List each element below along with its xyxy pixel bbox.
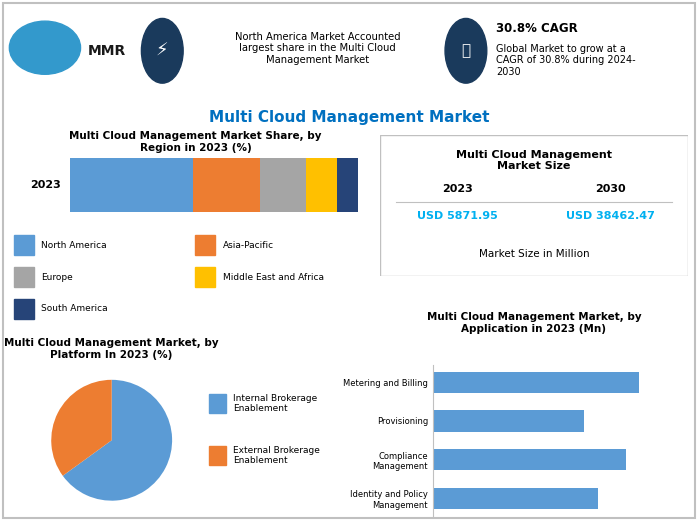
- Bar: [195, 235, 216, 255]
- Bar: [14, 235, 34, 255]
- Text: Multi Cloud Management Market, by
Platform In 2023 (%): Multi Cloud Management Market, by Platfo…: [4, 338, 219, 360]
- Bar: [433, 488, 598, 509]
- Text: Multi Cloud Management
Market Size: Multi Cloud Management Market Size: [456, 150, 612, 171]
- Bar: [260, 158, 306, 212]
- Text: 30.8% CAGR: 30.8% CAGR: [496, 22, 578, 35]
- FancyBboxPatch shape: [380, 135, 688, 276]
- Bar: [337, 158, 359, 212]
- Text: 🔥: 🔥: [461, 43, 470, 58]
- Text: Global Market to grow at a
CAGR of 30.8% during 2024-
2030: Global Market to grow at a CAGR of 30.8%…: [496, 44, 636, 77]
- Bar: [209, 394, 226, 413]
- Text: North America Market Accounted
largest share in the Multi Cloud
Management Marke: North America Market Accounted largest s…: [235, 32, 401, 65]
- Text: Internal Brokerage
Enablement: Internal Brokerage Enablement: [233, 393, 317, 413]
- Text: MMR: MMR: [88, 44, 126, 58]
- Text: USD 5871.95: USD 5871.95: [417, 210, 498, 220]
- Text: Multi Cloud Management Market Share, by
Region in 2023 (%): Multi Cloud Management Market Share, by …: [69, 131, 322, 153]
- Text: 2023: 2023: [442, 184, 473, 194]
- Text: ⚡: ⚡: [156, 42, 169, 60]
- Bar: [14, 267, 34, 288]
- Wedge shape: [63, 380, 172, 501]
- Text: Middle East and Africa: Middle East and Africa: [223, 272, 324, 281]
- Bar: [14, 299, 34, 319]
- Bar: [433, 410, 584, 431]
- Bar: [70, 158, 193, 212]
- Bar: [433, 371, 639, 393]
- Circle shape: [9, 21, 80, 75]
- Bar: [433, 449, 625, 470]
- Text: External Brokerage
Enablement: External Brokerage Enablement: [233, 446, 320, 465]
- Text: South America: South America: [41, 304, 107, 314]
- Text: Multi Cloud Management Market, by
Application in 2023 (Mn): Multi Cloud Management Market, by Applic…: [426, 312, 641, 334]
- Text: Multi Cloud Management Market: Multi Cloud Management Market: [209, 110, 489, 125]
- Circle shape: [445, 18, 487, 83]
- Text: Europe: Europe: [41, 272, 73, 281]
- Bar: [193, 158, 260, 212]
- Bar: [195, 267, 216, 288]
- Bar: [306, 158, 337, 212]
- Circle shape: [142, 18, 183, 83]
- Text: North America: North America: [41, 241, 107, 250]
- Text: 2023: 2023: [30, 180, 61, 190]
- Bar: [209, 446, 226, 465]
- Text: 2030: 2030: [595, 184, 626, 194]
- Text: Market Size in Million: Market Size in Million: [479, 249, 589, 258]
- Wedge shape: [51, 380, 112, 476]
- Text: USD 38462.47: USD 38462.47: [566, 210, 655, 220]
- Text: Asia-Pacific: Asia-Pacific: [223, 241, 274, 250]
